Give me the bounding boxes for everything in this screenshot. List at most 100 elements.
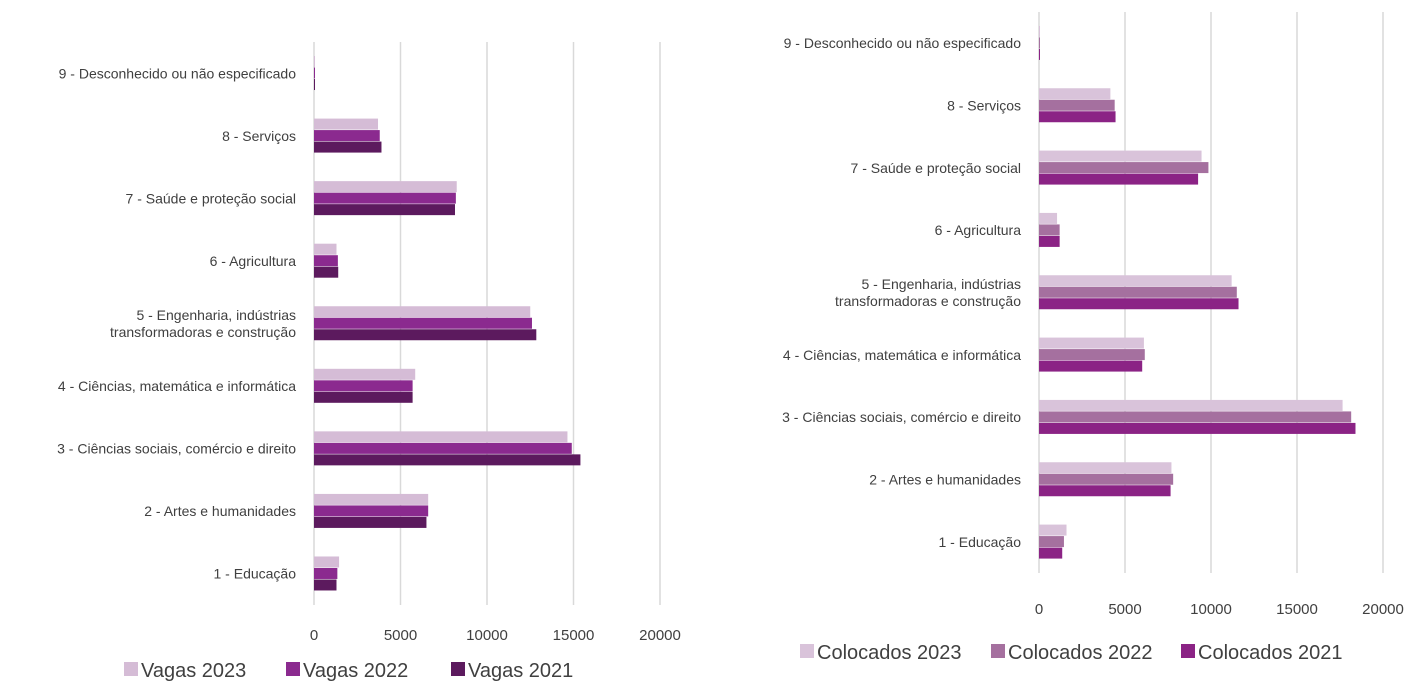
- vagas-bars: [314, 56, 581, 591]
- colocados-bar: [1039, 399, 1343, 411]
- vagas-bar: [314, 431, 568, 443]
- colocados-legend: Colocados 2023 Colocados 2022 Colocados 20…: [800, 642, 1343, 664]
- vagas-category-label: 5 - Engenharia, indústrias: [136, 307, 296, 323]
- colocados-bar: [1039, 150, 1202, 162]
- colocados-category-label: 7 - Saúde e proteção social: [851, 160, 1021, 176]
- colocados-category-label: 8 - Serviços: [947, 98, 1021, 114]
- colocados-x-tick-label: 0: [1035, 601, 1043, 618]
- vagas-bar: [314, 255, 338, 267]
- colocados-bar: [1039, 111, 1116, 123]
- vagas-bar: [314, 380, 413, 392]
- colocados-bar: [1039, 536, 1064, 548]
- vagas-bar: [314, 516, 427, 528]
- colocados-x-tick-label: 10000: [1190, 601, 1232, 618]
- vagas-legend-label: Vagas 2022: [303, 660, 408, 682]
- vagas-category-labels: 1 - Educação 2 - Artes e humanidades 3 - C…: [57, 65, 296, 581]
- vagas-bar: [314, 505, 429, 517]
- colocados-legend-label: Colocados 2023: [817, 642, 962, 664]
- colocados-category-label: 4 - Ciências, matemática e informática: [783, 347, 1021, 363]
- colocados-category-label: 3 - Ciências sociais, comércio e direito: [782, 409, 1021, 425]
- vagas-bar: [314, 266, 339, 278]
- colocados-legend-label: Colocados 2022: [1008, 642, 1153, 664]
- colocados-bar: [1039, 99, 1115, 111]
- colocados-bar: [1039, 524, 1067, 536]
- colocados-category-label: 5 - Engenharia, indústrias: [861, 276, 1021, 292]
- vagas-category-label: 4 - Ciências, matemática e informática: [58, 378, 296, 394]
- vagas-bar: [314, 493, 429, 505]
- vagas-bar: [314, 141, 382, 153]
- colocados-bars: [1039, 25, 1356, 559]
- colocados-bar: [1039, 25, 1040, 37]
- colocados-bar: [1039, 298, 1239, 310]
- vagas-bar: [314, 556, 340, 568]
- vagas-category-label: transformadoras e construção: [110, 324, 296, 340]
- vagas-x-tick-label: 15000: [553, 627, 595, 644]
- colocados-bar: [1039, 235, 1060, 247]
- vagas-bar: [314, 204, 455, 216]
- vagas-category-label: 3 - Ciências sociais, comércio e direito: [57, 441, 296, 457]
- vagas-legend-swatch: [451, 662, 465, 676]
- colocados-category-label: 2 - Artes e humanidades: [869, 472, 1021, 488]
- colocados-bar: [1039, 173, 1199, 185]
- vagas-bar: [314, 391, 413, 403]
- vagas-category-label: 2 - Artes e humanidades: [144, 503, 296, 519]
- colocados-bar: [1039, 48, 1040, 60]
- vagas-bar: [314, 567, 338, 579]
- colocados-bar: [1039, 485, 1171, 497]
- vagas-bar: [314, 368, 416, 380]
- vagas-legend: Vagas 2023 Vagas 2022 Vagas 2021: [124, 660, 573, 682]
- vagas-legend-label: Vagas 2023: [141, 660, 246, 682]
- vagas-category-label: 1 - Educação: [214, 566, 297, 582]
- colocados-category-label: 9 - Desconhecido ou não especificado: [784, 35, 1022, 51]
- vagas-x-tick-label: 10000: [466, 627, 508, 644]
- vagas-bar: [314, 243, 337, 255]
- colocados-x-tick-label: 20000: [1362, 601, 1404, 618]
- vagas-bar: [314, 56, 315, 68]
- colocados-chart: 1 - Educação 2 - Artes e humanidades 3 - C…: [782, 12, 1404, 664]
- vagas-bar: [314, 329, 537, 341]
- vagas-category-label: 6 - Agricultura: [210, 253, 297, 269]
- vagas-legend-label: Vagas 2021: [468, 660, 573, 682]
- colocados-bar: [1039, 162, 1209, 174]
- vagas-bar: [314, 442, 572, 454]
- colocados-bar: [1039, 275, 1232, 287]
- colocados-bar: [1039, 37, 1040, 49]
- vagas-x-tick-label: 20000: [639, 627, 681, 644]
- colocados-bar: [1039, 473, 1174, 485]
- colocados-bar: [1039, 411, 1352, 423]
- colocados-x-tick-labels: 0 5000 10000 15000 20000: [1035, 601, 1404, 618]
- colocados-legend-swatch: [991, 644, 1005, 658]
- vagas-bar: [314, 192, 456, 204]
- vagas-category-label: 8 - Serviços: [222, 128, 296, 144]
- vagas-bar: [314, 67, 315, 79]
- colocados-category-labels: 1 - Educação 2 - Artes e humanidades 3 - C…: [782, 35, 1021, 550]
- vagas-bar: [314, 118, 379, 130]
- colocados-bar: [1039, 286, 1237, 298]
- colocados-bar: [1039, 547, 1063, 559]
- vagas-category-label: 7 - Saúde e proteção social: [126, 190, 296, 206]
- colocados-bar: [1039, 88, 1111, 100]
- vagas-category-label: 9 - Desconhecido ou não especificado: [59, 65, 297, 81]
- colocados-bar: [1039, 337, 1144, 349]
- vagas-legend-swatch: [124, 662, 138, 676]
- colocados-bar: [1039, 224, 1060, 236]
- colocados-category-label: transformadoras e construção: [835, 293, 1021, 309]
- colocados-x-tick-label: 15000: [1276, 601, 1318, 618]
- vagas-chart: 1 - Educação 2 - Artes e humanidades 3 - C…: [57, 42, 681, 682]
- vagas-legend-swatch: [286, 662, 300, 676]
- colocados-bar: [1039, 349, 1145, 361]
- vagas-x-tick-label: 5000: [384, 627, 417, 644]
- colocados-bar: [1039, 360, 1143, 372]
- vagas-bar: [314, 79, 315, 91]
- colocados-legend-label: Colocados 2021: [1198, 642, 1343, 664]
- colocados-bar: [1039, 212, 1058, 224]
- colocados-bar: [1039, 462, 1172, 474]
- colocados-category-label: 6 - Agricultura: [935, 222, 1022, 238]
- vagas-x-tick-labels: 0 5000 10000 15000 20000: [310, 627, 681, 644]
- vagas-bar: [314, 130, 380, 142]
- colocados-category-label: 1 - Educação: [939, 534, 1022, 550]
- vagas-x-tick-label: 0: [310, 627, 318, 644]
- colocados-legend-swatch: [1181, 644, 1195, 658]
- vagas-bar: [314, 317, 532, 329]
- vagas-bar: [314, 579, 337, 591]
